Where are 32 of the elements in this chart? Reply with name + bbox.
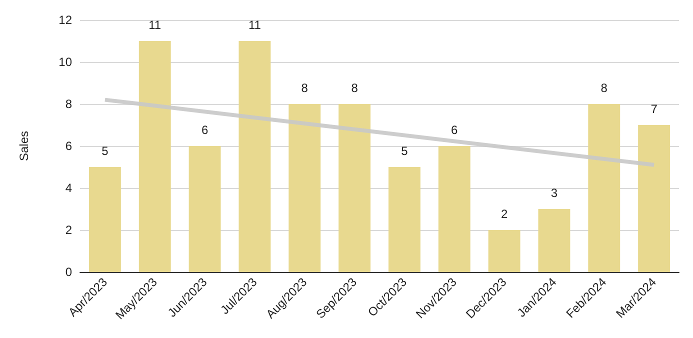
bar [538,209,570,272]
data-label: 11 [148,18,162,32]
bar [438,146,470,272]
data-label: 3 [550,186,558,200]
bar [388,167,420,272]
bar [88,167,121,272]
y-tick-label: 12 [58,13,72,27]
bar [238,41,271,272]
bar [488,230,520,272]
y-tick-label: 10 [58,55,72,69]
bar [588,104,620,272]
y-tick-label: 4 [65,181,72,195]
y-tick-label: 8 [65,97,72,111]
data-label: 7 [650,102,658,116]
bar [138,41,171,272]
bar [288,104,321,272]
data-label: 5 [401,144,408,158]
data-label: 11 [248,18,262,32]
data-label: 6 [201,123,208,137]
y-tick-label: 0 [65,265,72,279]
data-label: 5 [102,144,109,158]
bar [338,104,371,272]
data-label: 8 [351,81,358,95]
bar [638,125,670,272]
data-label: 8 [301,81,308,95]
y-tick-label: 2 [65,223,72,237]
data-label: 6 [451,123,458,137]
y-tick-label: 6 [65,139,72,153]
data-label: 8 [600,81,608,95]
data-label: 2 [500,207,508,221]
bar [188,146,221,272]
y-axis-title: Sales [17,130,31,162]
